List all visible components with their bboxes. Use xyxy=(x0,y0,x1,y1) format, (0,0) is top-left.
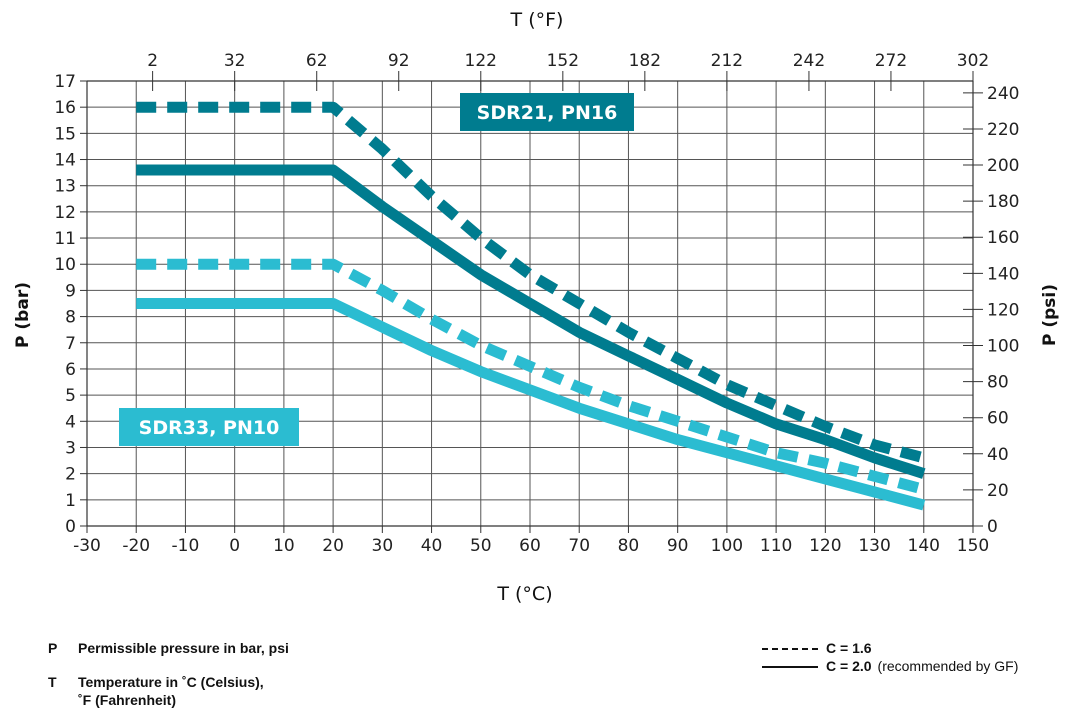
x-tick-label: 100 xyxy=(711,536,743,556)
y-tick-label: 1 xyxy=(65,491,76,511)
legend-solid-swatch xyxy=(762,666,818,669)
y-tick-label: 11 xyxy=(54,229,76,249)
right-tick-label: 80 xyxy=(987,373,1009,393)
series-line-sdr21-pn16-dashed xyxy=(136,101,926,464)
top-tick-label: 182 xyxy=(629,51,661,71)
x-tick-label: -30 xyxy=(73,536,101,556)
series-line-sdr33-pn10-solid xyxy=(136,298,926,511)
annotation-sdr33-pn10: SDR33, PN10 xyxy=(119,408,299,446)
footnote-p-symbol: P xyxy=(48,640,58,656)
axis-labels: T (°F) T (°C) P (bar) P (psi) xyxy=(13,9,1060,605)
top-tick-label: 302 xyxy=(957,51,989,71)
x-tick-label: 80 xyxy=(618,536,640,556)
footnote-t-text: Temperature in ˚C (Celsius), xyxy=(78,674,264,690)
right-tick-label: 120 xyxy=(987,300,1019,320)
x-tick-label: 10 xyxy=(273,536,295,556)
axes: -30 -20 -10 0 10 20 30 40 50 60 70 80 90 100 110 120 130… xyxy=(54,51,1019,556)
right-tick-label: 0 xyxy=(987,517,998,537)
footnote-t: T Temperature in ˚C (Celsius), xyxy=(48,674,264,690)
y-tick-label: 2 xyxy=(65,465,76,485)
y-tick-label: 9 xyxy=(65,281,76,301)
y-tick-label: 6 xyxy=(65,360,76,380)
legend-solid-note: (recommended by GF) xyxy=(877,658,1019,674)
x-tick-label: 120 xyxy=(809,536,841,556)
y-tick-label: 3 xyxy=(65,438,76,458)
legend-dashed-label: C = 1.6 xyxy=(826,640,872,656)
y-tick-label: 16 xyxy=(54,98,76,118)
series-annotations: SDR21, PN16 SDR33, PN10 xyxy=(119,93,634,446)
annotation-label: SDR21, PN16 xyxy=(477,102,618,124)
x-tick-label: -20 xyxy=(122,536,150,556)
y-tick-label: 15 xyxy=(54,124,76,144)
right-tick-label: 60 xyxy=(987,409,1009,429)
x-tick-label: 0 xyxy=(229,536,240,556)
y-tick-label: 7 xyxy=(65,334,76,354)
series-line-sdr33-pn10-dashed xyxy=(136,258,926,495)
y-axis-label: P (bar) xyxy=(13,282,33,348)
right-tick-label: 180 xyxy=(987,192,1019,212)
top-tick-label: 242 xyxy=(793,51,825,71)
series-line-sdr21-pn16-solid xyxy=(136,164,926,479)
annotation-label: SDR33, PN10 xyxy=(139,417,280,439)
top-tick-label: 212 xyxy=(711,51,743,71)
x-tick-label: 150 xyxy=(957,536,989,556)
annotation-box xyxy=(460,93,634,131)
top-tick-label: 152 xyxy=(547,51,579,71)
legend-dashed-swatch xyxy=(762,648,818,651)
right-axis-label: P (psi) xyxy=(1040,284,1060,346)
x-tick-label: 20 xyxy=(322,536,344,556)
y-tick-label: 5 xyxy=(65,386,76,406)
right-tick-label: 220 xyxy=(987,120,1019,140)
legend-solid-label: C = 2.0 xyxy=(826,658,872,674)
y-tick-label: 12 xyxy=(54,203,76,223)
y-tick-label: 8 xyxy=(65,308,76,328)
x-tick-label: 90 xyxy=(667,536,689,556)
x-tick-label: 140 xyxy=(908,536,940,556)
y-tick-label: 13 xyxy=(54,177,76,197)
right-tick-label: 40 xyxy=(987,445,1009,465)
series-lines xyxy=(136,101,926,511)
right-tick-label: 100 xyxy=(987,337,1019,357)
x-tick-label: 40 xyxy=(421,536,443,556)
y-tick-label: 0 xyxy=(65,517,76,537)
x-tick-label: -10 xyxy=(172,536,200,556)
right-tick-label: 200 xyxy=(987,156,1019,176)
top-tick-label: 272 xyxy=(875,51,907,71)
footnote-p-text: Permissible pressure in bar, psi xyxy=(78,640,289,656)
x-axis-label: T (°C) xyxy=(496,583,552,605)
footnote-t-line2: ˚F (Fahrenheit) xyxy=(78,692,176,708)
x-tick-label: 110 xyxy=(760,536,792,556)
top-tick-label: 2 xyxy=(147,51,158,71)
annotation-sdr21-pn16: SDR21, PN16 xyxy=(460,93,634,131)
top-axis-label: T (°F) xyxy=(510,9,564,31)
top-tick-label: 62 xyxy=(306,51,328,71)
y-tick-label: 14 xyxy=(54,151,76,171)
x-tick-label: 50 xyxy=(470,536,492,556)
y-tick-label: 10 xyxy=(54,255,76,275)
x-tick-label: 130 xyxy=(858,536,890,556)
y-tick-label: 17 xyxy=(54,72,76,92)
footnote-t-symbol: T xyxy=(48,674,57,690)
legend-item-solid: C = 2.0 (recommended by GF) xyxy=(762,658,1018,674)
right-tick-label: 140 xyxy=(987,264,1019,284)
right-tick-label: 160 xyxy=(987,228,1019,248)
top-tick-label: 92 xyxy=(388,51,410,71)
x-tick-label: 30 xyxy=(372,536,394,556)
right-tick-label: 20 xyxy=(987,481,1009,501)
annotation-box xyxy=(119,408,299,446)
top-tick-label: 122 xyxy=(465,51,497,71)
x-tick-label: 70 xyxy=(568,536,590,556)
footnote-t-text2: ˚F (Fahrenheit) xyxy=(78,692,176,708)
footnote-p: P Permissible pressure in bar, psi xyxy=(48,640,289,656)
x-tick-label: 60 xyxy=(519,536,541,556)
y-tick-label: 4 xyxy=(65,412,76,432)
legend-item-dashed: C = 1.6 xyxy=(762,640,872,656)
right-tick-label: 240 xyxy=(987,84,1019,104)
top-tick-label: 32 xyxy=(224,51,246,71)
